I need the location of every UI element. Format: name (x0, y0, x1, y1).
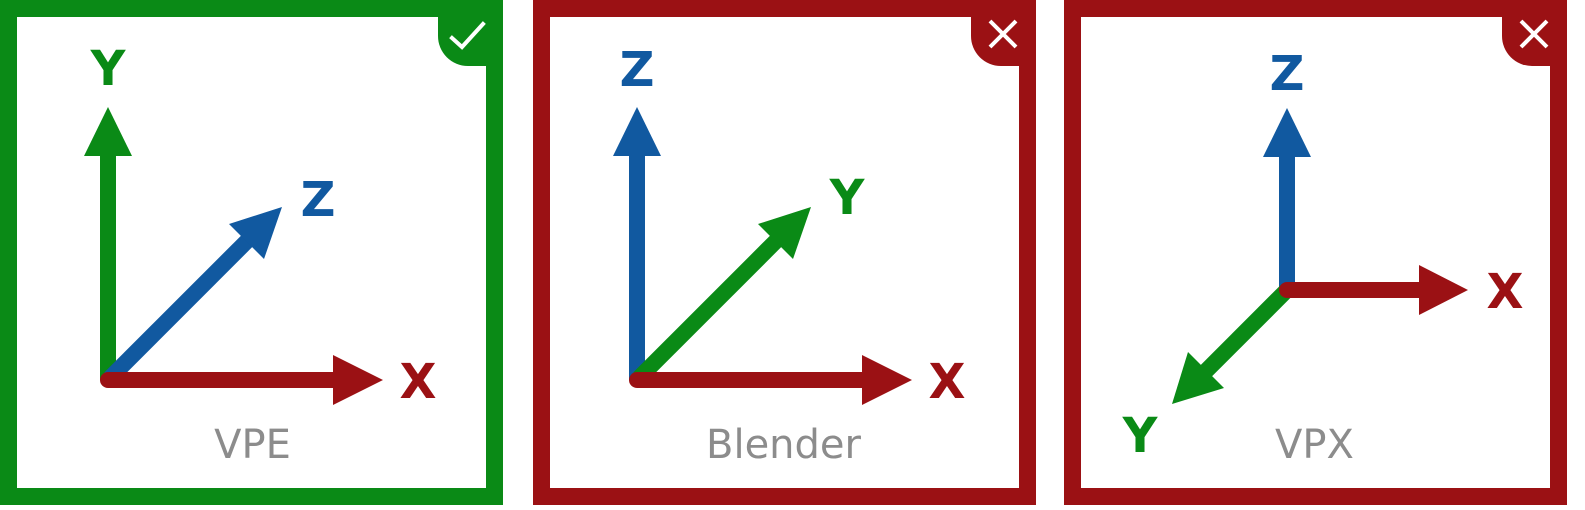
panel-name: VPE (214, 422, 291, 468)
panel-name: Blender (706, 422, 861, 468)
z-axis-label: Z (620, 42, 655, 98)
y-axis-arrow (84, 107, 132, 380)
x-axis-label: X (928, 354, 965, 410)
z-axis-label: Z (1270, 46, 1305, 102)
x-axis-label: X (399, 354, 436, 410)
y-axis-arrow (1172, 284, 1293, 404)
panel-blender: Z Y X Blender (531, 0, 1036, 510)
coordinate-diagram-blender: Z Y X (533, 0, 1036, 505)
x-axis-arrow (1279, 265, 1468, 315)
x-axis-label: X (1486, 264, 1523, 320)
coordinate-diagram-vpe: Y Z X (0, 0, 503, 505)
y-axis-arrow (633, 207, 811, 384)
coordinate-diagram-vpx: Z X Y (1064, 0, 1567, 505)
panel-vpx: Z X Y VPX (1062, 0, 1567, 510)
status-badge (438, 8, 494, 66)
y-axis-label: Y (90, 41, 127, 97)
cross-icon (1519, 19, 1549, 49)
panel-frame (533, 0, 1036, 505)
status-badge (971, 8, 1027, 66)
status-badge (1502, 8, 1558, 66)
x-axis-arrow (629, 355, 912, 405)
z-axis-label: Z (301, 172, 336, 228)
z-axis-arrow (613, 107, 661, 380)
cross-icon (988, 19, 1018, 49)
panel-vpe: Y Z X VPE (0, 0, 505, 510)
x-axis-arrow (100, 355, 383, 405)
z-axis-arrow (104, 207, 282, 384)
check-icon (449, 21, 486, 50)
panel-name: VPX (1275, 422, 1354, 468)
y-axis-label: Y (1122, 408, 1159, 464)
z-axis-arrow (1263, 108, 1311, 290)
panel-frame (1064, 0, 1567, 505)
panel-frame (0, 0, 503, 505)
y-axis-label: Y (829, 170, 866, 226)
